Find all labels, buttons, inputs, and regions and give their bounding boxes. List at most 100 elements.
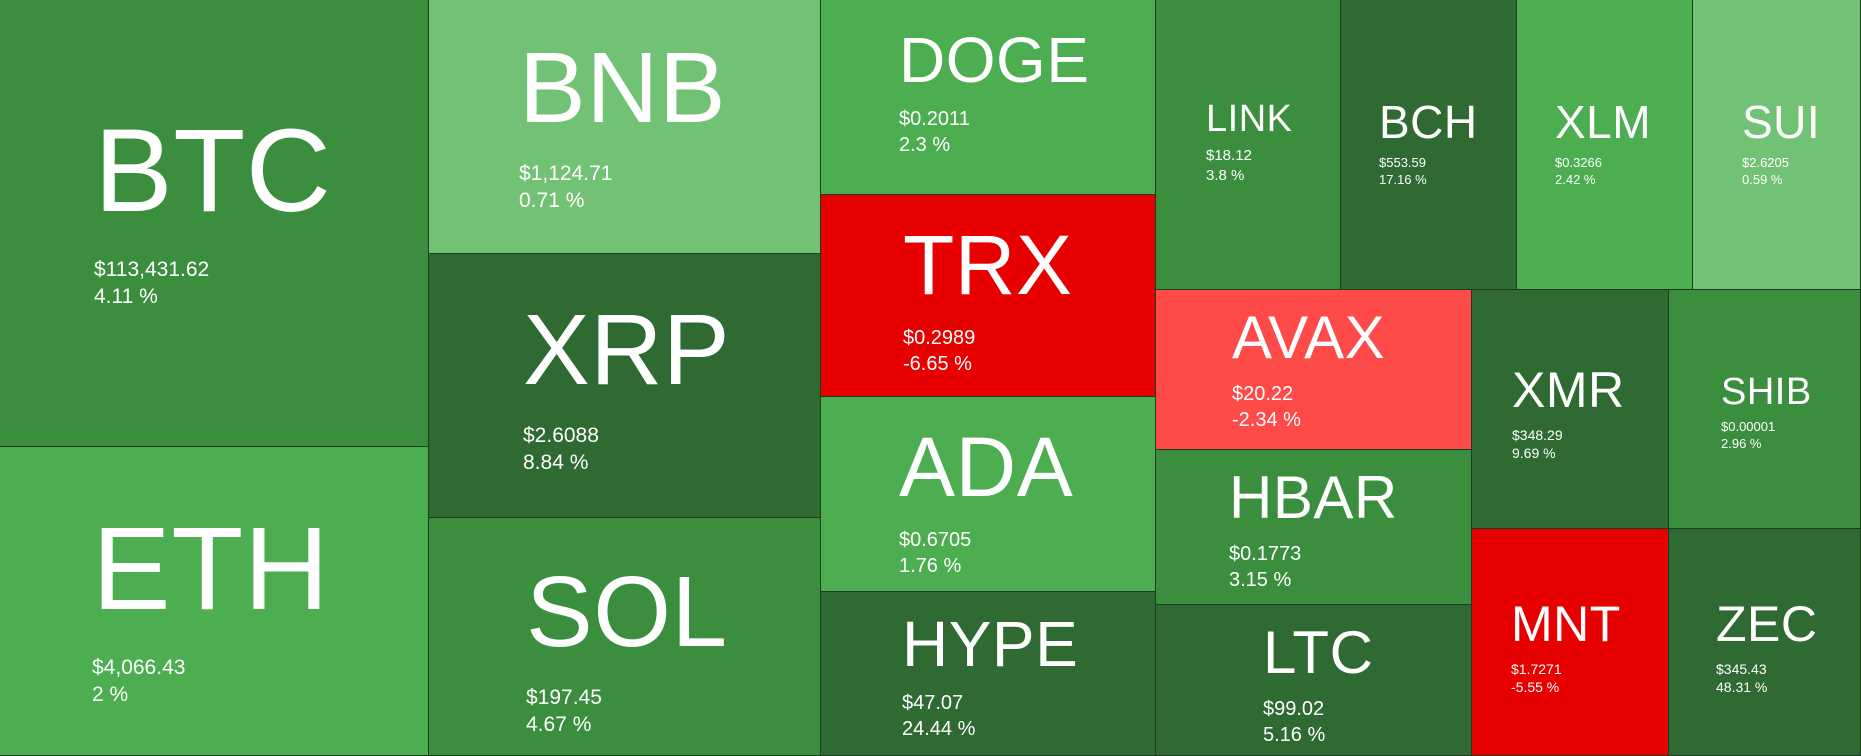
tile-xmr[interactable]: XMR $348.29 9.69 % bbox=[1472, 290, 1669, 529]
tile-change: 2.42 % bbox=[1555, 171, 1596, 187]
tile-change: 2.96 % bbox=[1721, 435, 1762, 451]
tile-symbol: BNB bbox=[519, 32, 727, 144]
tile-symbol: BCH bbox=[1379, 96, 1478, 148]
tile-price: $0.6705 bbox=[899, 529, 972, 551]
tile-change: 3.8 % bbox=[1206, 166, 1245, 184]
tile-price: $2.6088 bbox=[523, 424, 599, 447]
tile-mnt[interactable]: MNT $1.7271 -5.55 % bbox=[1472, 529, 1669, 756]
tile-change: -2.34 % bbox=[1232, 409, 1301, 431]
tile-shib[interactable]: SHIB $0.00001 2.96 % bbox=[1669, 290, 1861, 529]
tile-label-group: LTC $99.02 5.16 % bbox=[1263, 623, 1373, 748]
tile-label-group: MNT $1.7271 -5.55 % bbox=[1511, 599, 1621, 696]
tile-label-group: BTC $113,431.62 4.11 % bbox=[94, 112, 332, 311]
tile-price: $345.43 bbox=[1716, 661, 1767, 677]
tile-change: 0.71 % bbox=[519, 189, 585, 213]
tile-symbol: BTC bbox=[94, 105, 332, 237]
tile-price: $113,431.62 bbox=[94, 258, 210, 281]
tile-label-group: ZEC $345.43 48.31 % bbox=[1716, 599, 1818, 696]
tile-symbol: ETH bbox=[92, 503, 330, 635]
tile-sui[interactable]: SUI $2.6205 0.59 % bbox=[1693, 0, 1861, 290]
tile-price: $197.45 bbox=[526, 686, 602, 709]
tile-label-group: XRP $2.6088 8.84 % bbox=[523, 300, 730, 477]
tile-sol[interactable]: SOL $197.45 4.67 % bbox=[429, 518, 821, 756]
tile-label-group: HBAR $0.1773 3.15 % bbox=[1229, 468, 1398, 593]
tile-change: 4.11 % bbox=[94, 285, 158, 309]
tile-symbol: SOL bbox=[526, 556, 728, 668]
tile-price: $99.02 bbox=[1263, 698, 1325, 720]
tile-change: -5.55 % bbox=[1511, 679, 1560, 696]
tile-change: 2.3 % bbox=[899, 134, 951, 156]
tile-avax[interactable]: AVAX $20.22 -2.34 % bbox=[1156, 290, 1472, 450]
tile-change: -6.65 % bbox=[903, 353, 972, 375]
tile-hbar[interactable]: HBAR $0.1773 3.15 % bbox=[1156, 450, 1472, 605]
tile-change: 1.76 % bbox=[899, 555, 962, 577]
tile-hype[interactable]: HYPE $47.07 24.44 % bbox=[821, 592, 1156, 756]
tile-doge[interactable]: DOGE $0.2011 2.3 % bbox=[821, 0, 1156, 195]
tile-symbol: XMR bbox=[1512, 362, 1625, 418]
tile-ltc[interactable]: LTC $99.02 5.16 % bbox=[1156, 605, 1472, 756]
tile-price: $2.6205 bbox=[1742, 155, 1789, 170]
tile-btc[interactable]: BTC $113,431.62 4.11 % bbox=[0, 0, 429, 447]
tile-label-group: DOGE $0.2011 2.3 % bbox=[899, 28, 1089, 158]
tile-symbol: AVAX bbox=[1232, 304, 1386, 371]
tile-symbol: LTC bbox=[1263, 619, 1374, 686]
tile-price: $0.00001 bbox=[1721, 419, 1776, 434]
tile-symbol: XRP bbox=[523, 294, 731, 406]
tile-change: 17.16 % bbox=[1379, 171, 1427, 187]
tile-symbol: ADA bbox=[899, 420, 1074, 514]
tile-price: $0.3266 bbox=[1555, 155, 1602, 170]
tile-trx[interactable]: TRX $0.2989 -6.65 % bbox=[821, 195, 1156, 397]
tile-change: 8.84 % bbox=[523, 451, 589, 475]
tile-change: 24.44 % bbox=[902, 718, 976, 740]
tile-price: $1.7271 bbox=[1511, 661, 1562, 677]
tile-symbol: HBAR bbox=[1229, 464, 1398, 531]
tile-label-group: AVAX $20.22 -2.34 % bbox=[1232, 308, 1385, 433]
tile-change: 2 % bbox=[92, 683, 129, 707]
tile-symbol: ZEC bbox=[1716, 596, 1818, 652]
tile-symbol: SUI bbox=[1742, 96, 1821, 148]
tile-price: $47.07 bbox=[902, 692, 964, 714]
tile-symbol: DOGE bbox=[899, 24, 1090, 96]
tile-label-group: SHIB $0.00001 2.96 % bbox=[1721, 373, 1812, 453]
tile-label-group: SOL $197.45 4.67 % bbox=[526, 562, 728, 739]
tile-symbol: XLM bbox=[1555, 96, 1652, 148]
tile-change: 3.15 % bbox=[1229, 569, 1292, 591]
tile-change: 0.59 % bbox=[1742, 171, 1783, 187]
tile-link[interactable]: LINK $18.12 3.8 % bbox=[1156, 0, 1341, 290]
tile-bch[interactable]: BCH $553.59 17.16 % bbox=[1341, 0, 1517, 290]
tile-symbol: HYPE bbox=[902, 608, 1079, 680]
tile-symbol: MNT bbox=[1511, 596, 1621, 652]
tile-xrp[interactable]: XRP $2.6088 8.84 % bbox=[429, 254, 821, 518]
tile-price: $0.2989 bbox=[903, 327, 976, 349]
tile-price: $0.2011 bbox=[899, 108, 970, 130]
tile-symbol: SHIB bbox=[1721, 371, 1812, 413]
tile-label-group: ETH $4,066.43 2 % bbox=[92, 510, 330, 709]
tile-change: 4.67 % bbox=[526, 713, 592, 737]
tile-symbol: TRX bbox=[903, 218, 1073, 312]
tile-label-group: LINK $18.12 3.8 % bbox=[1206, 100, 1292, 185]
tile-price: $18.12 bbox=[1206, 147, 1252, 164]
tile-price: $1,124.71 bbox=[519, 162, 613, 185]
tile-bnb[interactable]: BNB $1,124.71 0.71 % bbox=[429, 0, 821, 254]
tile-label-group: BNB $1,124.71 0.71 % bbox=[519, 38, 726, 215]
tile-label-group: BCH $553.59 17.16 % bbox=[1379, 99, 1478, 189]
tile-price: $553.59 bbox=[1379, 155, 1426, 170]
tile-label-group: XMR $348.29 9.69 % bbox=[1512, 365, 1625, 462]
tile-change: 5.16 % bbox=[1263, 724, 1326, 746]
tile-zec[interactable]: ZEC $345.43 48.31 % bbox=[1669, 529, 1861, 756]
tile-eth[interactable]: ETH $4,066.43 2 % bbox=[0, 447, 429, 756]
tile-xlm[interactable]: XLM $0.3266 2.42 % bbox=[1517, 0, 1693, 290]
tile-price: $20.22 bbox=[1232, 383, 1294, 405]
tile-price: $4,066.43 bbox=[92, 656, 186, 679]
tile-label-group: HYPE $47.07 24.44 % bbox=[902, 612, 1078, 742]
tile-label-group: ADA $0.6705 1.76 % bbox=[899, 425, 1073, 579]
tile-label-group: TRX $0.2989 -6.65 % bbox=[903, 223, 1073, 377]
tile-change: 48.31 % bbox=[1716, 679, 1768, 696]
tile-price: $0.1773 bbox=[1229, 543, 1302, 565]
tile-ada[interactable]: ADA $0.6705 1.76 % bbox=[821, 397, 1156, 592]
tile-price: $348.29 bbox=[1512, 427, 1563, 443]
tile-change: 9.69 % bbox=[1512, 445, 1556, 462]
tile-symbol: LINK bbox=[1206, 98, 1293, 140]
tile-label-group: SUI $2.6205 0.59 % bbox=[1742, 99, 1820, 189]
